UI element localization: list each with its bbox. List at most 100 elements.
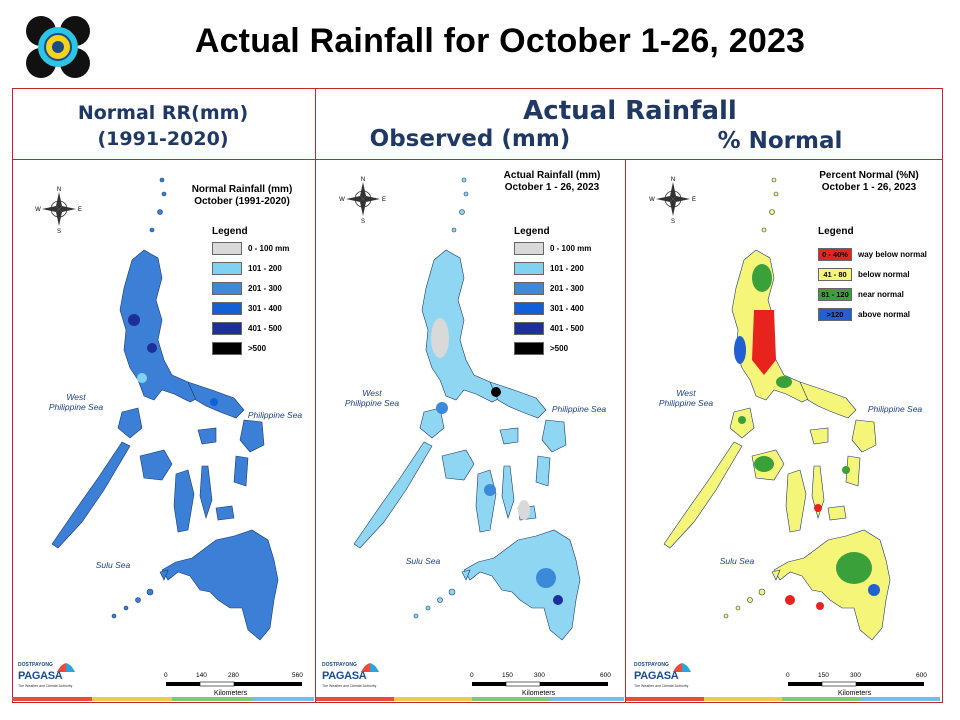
philippines-percent-map	[663, 177, 891, 641]
observed-scale-tick-2: 300	[534, 672, 545, 679]
observed-legend-label: 101 - 200	[550, 264, 584, 273]
normal-scale-tick-2: 280	[228, 672, 239, 679]
observed-sea-east: Philippine Sea	[551, 404, 607, 414]
pagasa-wordmark: PAGASA	[322, 670, 367, 682]
compass-e: E	[78, 207, 82, 213]
normal-legend-swatch	[212, 342, 242, 355]
pagasa-payong-label: PAYONG	[336, 662, 357, 668]
observed-legend-label: >500	[550, 344, 569, 353]
percent-legend-label: above normal	[858, 310, 911, 319]
pagasa-umbrella-icon	[57, 663, 75, 672]
observed-map-title-line1: Actual Rainfall (mm)	[503, 170, 601, 181]
normal-map-title-line1: Normal Rainfall (mm)	[191, 184, 293, 195]
pagasa-umbrella-icon	[673, 663, 691, 672]
normal-sea-west: West Philippine Sea	[36, 392, 116, 412]
normal-legend-label: 401 - 500	[248, 324, 282, 333]
bottom-strip-green	[782, 697, 860, 701]
normal-sea-west-line1: West	[66, 392, 86, 402]
percent-pagasa-branding: DOST PAYONG PAGASA The Weather and Clima…	[632, 660, 704, 692]
observed-scale-tick-1: 150	[502, 672, 513, 679]
normal-sea-west-line2: Philippine Sea	[48, 402, 104, 412]
compass-s: S	[671, 219, 675, 224]
observed-map-title-line2: October 1 - 26, 2023	[504, 182, 600, 193]
observed-legend-swatch	[514, 242, 544, 255]
normal-sea-east: Philippine Sea	[247, 410, 303, 420]
observed-sea-west: West Philippine Sea	[332, 388, 412, 408]
normal-scale-tick-0: 0	[164, 672, 168, 679]
percent-legend-title: Legend	[818, 226, 854, 237]
compass-s: S	[361, 219, 365, 224]
pagasa-seal-logo	[24, 14, 92, 80]
bottom-strip-blue	[252, 697, 314, 701]
percent-scale-bar	[788, 681, 924, 687]
normal-legend-label: 0 - 100 mm	[248, 244, 290, 253]
bottom-strip-red	[316, 697, 394, 701]
compass-n: N	[361, 177, 365, 183]
observed-scale-unit: Kilometers	[522, 690, 556, 697]
percent-sea-east: Philippine Sea	[867, 404, 923, 414]
observed-legend-swatch	[514, 282, 544, 295]
pagasa-umbrella-icon	[361, 663, 379, 672]
bottom-strip-red	[12, 697, 92, 701]
observed-legend-label: 201 - 300	[550, 284, 584, 293]
normal-legend-label: >500	[248, 344, 267, 353]
normal-legend-label: 301 - 400	[248, 304, 282, 313]
percent-normal-map-panel: N S E W Percent Normal (%N) October 1 - …	[624, 160, 940, 704]
pagasa-tagline: The Weather and Climate Authority	[322, 684, 377, 688]
percent-legend-label: below normal	[858, 270, 910, 279]
compass-w: W	[649, 197, 655, 203]
percent-legend-label: near normal	[858, 290, 904, 299]
percent-sea-west-line2: Philippine Sea	[658, 398, 714, 408]
compass-n: N	[57, 187, 61, 193]
observed-header: Observed (mm)	[369, 126, 571, 152]
normal-legend-swatch	[212, 302, 242, 315]
normal-pagasa-branding: DOST PAYONG PAGASA The Weather and Clima…	[16, 660, 88, 692]
pagasa-dost-label: DOST	[634, 662, 648, 668]
bottom-strip-yellow	[704, 697, 782, 701]
pagasa-dost-label: DOST	[18, 662, 32, 668]
normal-rr-header: Normal RR(mm) (1991-2020)	[12, 100, 314, 152]
compass-rose-icon: N S E W	[35, 187, 82, 234]
percent-sea-west-line1: West	[676, 388, 696, 398]
normal-scale-bar	[166, 681, 302, 687]
observed-legend-swatch	[514, 322, 544, 335]
pagasa-payong-label: PAYONG	[32, 662, 53, 668]
compass-w: W	[35, 207, 41, 213]
observed-legend-label: 401 - 500	[550, 324, 584, 333]
normal-legend-title: Legend	[212, 226, 248, 237]
normal-legend-label: 101 - 200	[248, 264, 282, 273]
compass-rose-icon: N S E W	[339, 177, 386, 224]
observed-pagasa-branding: DOST PAYONG PAGASA The Weather and Clima…	[320, 660, 392, 692]
normal-rr-header-line1: Normal RR(mm)	[77, 102, 249, 124]
percent-scale-tick-2: 300	[850, 672, 861, 679]
bottom-strip-blue	[860, 697, 940, 701]
compass-e: E	[692, 197, 696, 203]
observed-map-title: Actual Rainfall (mm) October 1 - 26, 202…	[490, 170, 614, 194]
observed-sea-south: Sulu Sea	[405, 556, 441, 566]
bottom-strip-yellow	[394, 697, 472, 701]
observed-legend-label: 301 - 400	[550, 304, 584, 313]
observed-scale-bar	[472, 681, 608, 687]
main-title: Actual Rainfall for October 1-26, 2023	[194, 22, 806, 60]
percent-sea-west: West Philippine Sea	[646, 388, 726, 408]
percent-legend-swatch: 41 - 80	[818, 268, 852, 281]
observed-legend-title: Legend	[514, 226, 550, 237]
observed-legend-swatch	[514, 302, 544, 315]
percent-map-title-line1: Percent Normal (%N)	[819, 170, 919, 181]
normal-legend-swatch	[212, 322, 242, 335]
compass-n: N	[671, 177, 675, 183]
pagasa-dost-label: DOST	[322, 662, 336, 668]
normal-rainfall-map-panel: N S E W Normal Rainfall (mm) October (19…	[12, 160, 314, 704]
bottom-strip-yellow	[92, 697, 172, 701]
observed-sea-west-line1: West	[362, 388, 382, 398]
pagasa-payong-label: PAYONG	[648, 662, 669, 668]
normal-scale-tick-1: 140	[196, 672, 207, 679]
bottom-strip-green	[472, 697, 550, 701]
normal-map-title-line2: October (1991-2020)	[194, 196, 290, 207]
percent-scale-unit: Kilometers	[838, 690, 872, 697]
normal-legend-swatch	[212, 262, 242, 275]
observed-sea-west-line2: Philippine Sea	[344, 398, 400, 408]
bottom-strip-blue	[550, 697, 624, 701]
percent-legend-label: way below normal	[858, 250, 927, 259]
compass-e: E	[382, 197, 386, 203]
